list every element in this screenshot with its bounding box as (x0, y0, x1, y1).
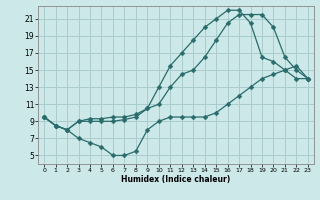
X-axis label: Humidex (Indice chaleur): Humidex (Indice chaleur) (121, 175, 231, 184)
